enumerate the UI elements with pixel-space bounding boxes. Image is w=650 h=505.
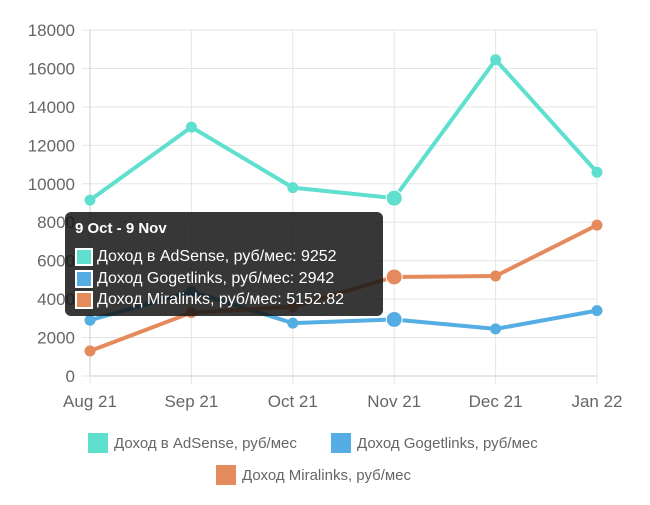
- data-point-adsense: [385, 189, 403, 207]
- data-point-adsense: [490, 54, 502, 66]
- legend-item-miralinks[interactable]: Доход Miralinks, руб/мес: [216, 465, 411, 485]
- x-tick-label: Dec 21: [469, 392, 523, 411]
- legend-label-adsense: Доход в AdSense, руб/мес: [114, 434, 297, 452]
- data-point-miralinks: [385, 268, 403, 286]
- data-point-miralinks: [84, 345, 96, 357]
- y-tick-label: 10000: [28, 175, 75, 194]
- tooltip-label-adsense: Доход в AdSense, руб/мес: 9252: [97, 248, 337, 265]
- x-tick-label: Oct 21: [268, 392, 318, 411]
- y-tick-label: 16000: [28, 59, 75, 78]
- data-point-adsense: [287, 182, 299, 194]
- chart-tooltip: 9 Oct - 9 Nov Доход в AdSense, руб/мес: …: [65, 212, 383, 316]
- data-point-adsense: [185, 121, 197, 133]
- legend-swatch-miralinks: [216, 465, 236, 485]
- data-point-gogetlinks: [591, 305, 603, 317]
- tooltip-row-miralinks: Доход Miralinks, руб/мес: 5152.82: [75, 291, 344, 309]
- tooltip-row-adsense: Доход в AdSense, руб/мес: 9252: [75, 248, 337, 266]
- y-tick-label: 18000: [28, 21, 75, 40]
- tooltip-title: 9 Oct - 9 Nov: [75, 220, 167, 237]
- series-adsense: [84, 54, 603, 207]
- legend-item-adsense[interactable]: Доход в AdSense, руб/мес: [88, 433, 297, 453]
- y-tick-label: 2000: [37, 329, 75, 348]
- legend-item-gogetlinks[interactable]: Доход Gogetlinks, руб/мес: [331, 433, 538, 453]
- tooltip-label-miralinks: Доход Miralinks, руб/мес: 5152.82: [97, 291, 345, 308]
- y-tick-label: 12000: [28, 136, 75, 155]
- data-point-adsense: [84, 194, 96, 206]
- x-tick-label: Sep 21: [164, 392, 218, 411]
- data-point-gogetlinks: [490, 323, 502, 335]
- x-tick-label: Nov 21: [367, 392, 421, 411]
- data-point-miralinks: [591, 219, 603, 231]
- tooltip-swatch-adsense: [75, 248, 93, 266]
- data-point-adsense: [591, 166, 603, 178]
- data-point-gogetlinks: [84, 314, 96, 326]
- data-point-gogetlinks: [287, 317, 299, 329]
- legend-swatch-gogetlinks: [331, 433, 351, 453]
- tooltip-label-gogetlinks: Доход Gogetlinks, руб/мес: 2942: [97, 270, 335, 287]
- tooltip-row-gogetlinks: Доход Gogetlinks, руб/мес: 2942: [75, 270, 334, 288]
- y-tick-label: 0: [66, 367, 75, 386]
- legend-label-miralinks: Доход Miralinks, руб/мес: [242, 466, 412, 484]
- series-line-adsense: [88, 57, 599, 203]
- tooltip-swatch-miralinks: [75, 291, 93, 309]
- x-tick-label: Aug 21: [63, 392, 117, 411]
- y-tick-label: 14000: [28, 98, 75, 117]
- x-tick-label: Jan 22: [571, 392, 622, 411]
- legend-swatch-adsense: [88, 433, 108, 453]
- data-point-gogetlinks: [385, 310, 403, 328]
- data-point-miralinks: [490, 270, 502, 282]
- legend-label-gogetlinks: Доход Gogetlinks, руб/мес: [357, 434, 538, 452]
- tooltip-swatch-gogetlinks: [75, 270, 93, 288]
